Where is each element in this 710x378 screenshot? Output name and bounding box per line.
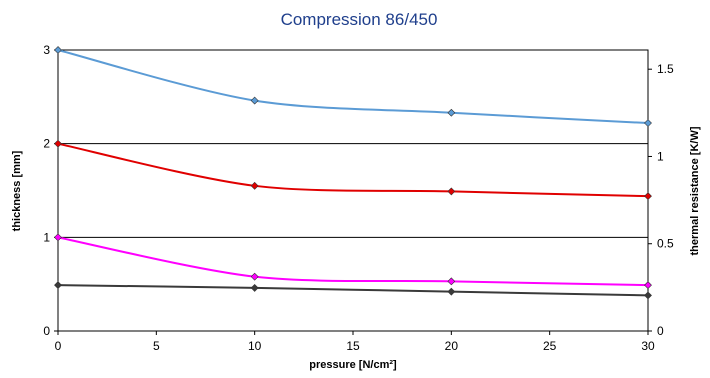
data-point-marker — [447, 187, 456, 196]
series-3 — [54, 233, 652, 290]
left-axis-ticks: 0 1 2 3 — [43, 43, 58, 338]
left-tick-label: 0 — [43, 324, 50, 338]
data-point-marker — [447, 287, 456, 296]
data-point-marker — [644, 291, 652, 300]
series-4 — [54, 281, 652, 300]
x-tick-label: 0 — [55, 339, 62, 353]
chart-title: Compression 86/450 — [281, 10, 438, 29]
data-point-marker — [54, 281, 62, 290]
left-tick-label: 1 — [43, 230, 50, 244]
x-tick-label: 30 — [641, 339, 655, 353]
series-line — [57, 49, 649, 125]
data-point-marker — [250, 283, 259, 292]
data-point-marker — [250, 181, 259, 190]
right-axis-label: thermal resistance [K/W] — [689, 126, 701, 255]
series-1 — [54, 46, 652, 127]
x-tick-label: 10 — [248, 339, 262, 353]
data-point-marker — [447, 108, 456, 117]
data-point-marker — [447, 277, 456, 286]
right-tick-label: 1 — [657, 149, 664, 163]
x-tick-label: 25 — [543, 339, 557, 353]
data-point-marker — [250, 96, 259, 105]
data-point-marker — [54, 139, 62, 148]
series-2 — [54, 139, 652, 201]
series-line — [57, 142, 649, 198]
data-point-marker — [54, 233, 62, 242]
data-point-marker — [644, 281, 652, 290]
x-tick-label: 20 — [445, 339, 459, 353]
left-tick-label: 3 — [43, 43, 50, 57]
grid-lines — [58, 49, 648, 238]
right-tick-label: 0 — [657, 324, 664, 338]
x-axis-label: pressure [N/cm²] — [309, 359, 397, 371]
series-line — [57, 284, 649, 297]
right-tick-label: 1.5 — [657, 62, 674, 76]
x-tick-label: 5 — [153, 339, 160, 353]
x-tick-label: 15 — [346, 339, 360, 353]
x-axis-ticks: 0 5 10 15 20 25 30 — [55, 331, 655, 353]
right-tick-label: 0.5 — [657, 237, 674, 251]
left-axis-label: thickness [mm] — [11, 150, 23, 231]
series-line — [57, 236, 649, 287]
right-axis-ticks: 0 0.5 1 1.5 — [648, 62, 674, 338]
data-point-marker — [644, 192, 652, 201]
series-lines — [54, 46, 652, 300]
left-tick-label: 2 — [43, 137, 50, 151]
data-point-marker — [250, 272, 259, 281]
data-point-marker — [54, 46, 62, 54]
data-point-marker — [644, 119, 652, 127]
